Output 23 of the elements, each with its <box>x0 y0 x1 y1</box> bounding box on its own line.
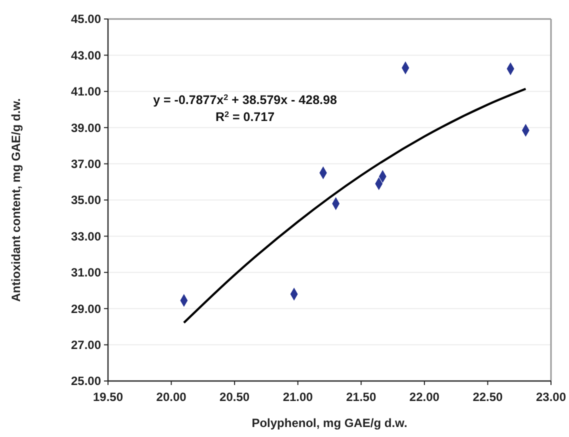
y-tick-label: 27.00 <box>70 338 102 352</box>
y-tick-label: 35.00 <box>70 193 102 208</box>
y-tick-label: 39.00 <box>70 120 102 135</box>
x-tick-label: 23.00 <box>536 390 566 404</box>
x-tick-label: 21.50 <box>346 390 376 404</box>
x-tick-label: 20.50 <box>220 390 250 404</box>
y-tick-label: 31.00 <box>70 266 102 280</box>
y-tick-label: 41.00 <box>70 84 102 99</box>
x-tick-label: 22.50 <box>472 390 504 404</box>
y-tick-label: 25.00 <box>70 374 102 388</box>
annotation: y = -0.7877x$^{2}$ + 38.579x - 428.98 <box>153 92 337 107</box>
x-tick-label: 20.00 <box>156 390 187 404</box>
y-tick-label: 37.00 <box>70 157 102 171</box>
y-tick-label: 43.00 <box>70 48 102 62</box>
x-axis-title: Polyphenol, mg GAE/g d.w. <box>252 416 408 430</box>
y-axis-title: Antioxidant content, mg GAE/g d.w. <box>9 98 23 302</box>
y-tick-label: 29.00 <box>70 302 102 316</box>
y-tick-label: 33.00 <box>70 229 102 244</box>
x-tick-label: 22.00 <box>409 390 440 404</box>
annotation: R$^{2}$ = 0.717 <box>215 110 275 124</box>
y-tick-label: 45.00 <box>70 12 102 26</box>
x-tick-label: 21.00 <box>282 390 314 404</box>
x-tick-label: 19.50 <box>92 390 124 404</box>
